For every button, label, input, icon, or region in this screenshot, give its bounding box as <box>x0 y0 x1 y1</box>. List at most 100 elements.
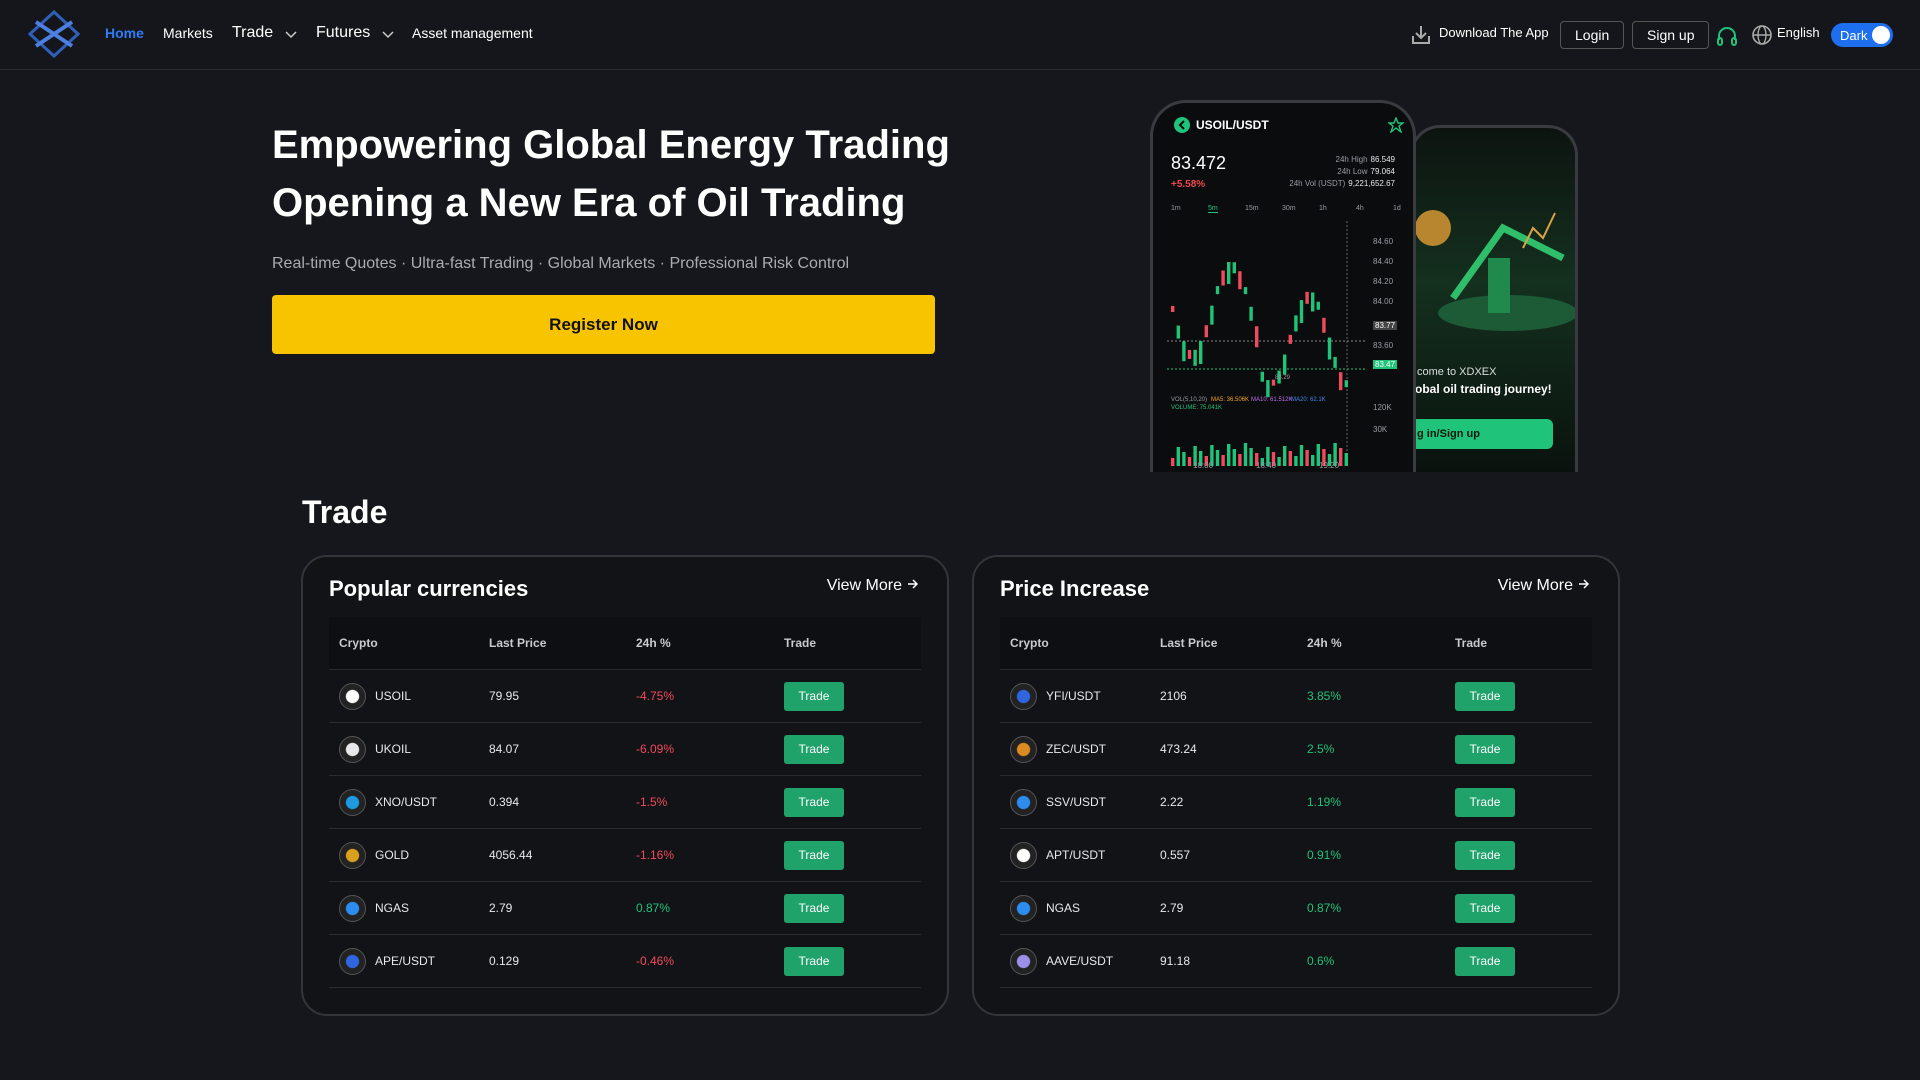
coin-icon <box>339 736 366 763</box>
nav-link[interactable]: Markets <box>163 25 213 41</box>
trade-button[interactable]: Trade <box>1455 894 1515 923</box>
volume-bar <box>1204 456 1208 466</box>
support-icon[interactable] <box>1715 24 1739 48</box>
trade-button[interactable]: Trade <box>784 735 844 764</box>
market-row: NGAS 2.79 0.87% Trade <box>1000 882 1592 935</box>
trade-button[interactable]: Trade <box>784 947 844 976</box>
theme-toggle[interactable]: Dark <box>1831 23 1893 47</box>
volume-legend: MA20: 62.1K <box>1291 397 1326 403</box>
candle <box>1199 341 1203 365</box>
login-button[interactable]: Login <box>1560 21 1625 49</box>
volume-bar <box>1327 454 1332 466</box>
nav-link[interactable]: Asset management <box>412 25 533 41</box>
last-price: 4056.44 <box>489 848 533 862</box>
volume-bar <box>1299 445 1304 466</box>
volume-bar <box>1243 443 1248 466</box>
promo-welcome: come to XDXEX <box>1417 366 1497 378</box>
candle <box>1260 371 1264 382</box>
volume-legend: MA10: 61.512K <box>1251 397 1293 403</box>
last-price: 84.07 <box>489 742 520 756</box>
coin-icon <box>1010 736 1037 763</box>
volume-bar <box>1277 457 1281 466</box>
change-24h: 0.87% <box>1307 901 1342 915</box>
candle <box>1232 262 1236 274</box>
register-button[interactable]: Register Now <box>272 295 935 354</box>
promo-login-button[interactable]: g in/Sign up <box>1413 419 1553 449</box>
logo[interactable] <box>28 10 80 58</box>
market-row: ZEC/USDT 473.24 2.5% Trade <box>1000 723 1592 776</box>
interval[interactable]: 4h <box>1356 205 1364 212</box>
trade-button[interactable]: Trade <box>1455 841 1515 870</box>
view-more[interactable]: View More <box>1498 577 1590 595</box>
interval[interactable]: 1d <box>1393 205 1401 212</box>
candle <box>1176 325 1180 339</box>
toggle-knob <box>1872 26 1890 44</box>
download-icon <box>1412 26 1430 44</box>
volume-bar <box>1210 445 1214 466</box>
nav-link[interactable]: Trade <box>232 24 274 41</box>
candle <box>1227 262 1231 285</box>
candle <box>1339 372 1343 391</box>
download-app[interactable]: Download The App <box>1439 25 1549 40</box>
coin-icon <box>339 842 366 869</box>
trade-button[interactable]: Trade <box>784 788 844 817</box>
change-24h: 0.91% <box>1307 848 1342 862</box>
price-axis-label: 84.00 <box>1373 297 1394 306</box>
coin-icon <box>1010 895 1037 922</box>
language[interactable]: English <box>1777 25 1820 40</box>
volume-bar <box>1199 451 1203 466</box>
trade-button[interactable]: Trade <box>784 841 844 870</box>
market-card: Price Increase View More Crypto Last Price 2… <box>972 555 1620 1016</box>
candle <box>1221 270 1225 286</box>
trade-button[interactable]: Trade <box>784 682 844 711</box>
trade-button[interactable]: Trade <box>1455 735 1515 764</box>
interval[interactable]: 30m <box>1282 205 1296 212</box>
last-price: 0.557 <box>1160 848 1191 862</box>
candle <box>1182 341 1186 362</box>
market-card: Popular currencies View More Crypto Last Pr… <box>301 555 949 1016</box>
interval[interactable]: 5m <box>1208 205 1218 213</box>
candle <box>1255 326 1259 348</box>
volume-bar <box>1288 451 1292 466</box>
stat-label: 24h Vol (USDT) <box>1289 179 1346 188</box>
trade-button[interactable]: Trade <box>1455 682 1515 711</box>
trade-button[interactable]: Trade <box>1455 947 1515 976</box>
signup-button[interactable]: Sign up <box>1632 21 1710 49</box>
trade-button[interactable]: Trade <box>1455 788 1515 817</box>
coin-name: NGAS <box>375 901 410 915</box>
nav-link[interactable]: Home <box>105 25 144 41</box>
volume-bar <box>1187 457 1192 466</box>
interval[interactable]: 1m <box>1171 205 1181 212</box>
change-24h: 1.19% <box>1307 795 1342 809</box>
hero-title: Opening a New Era of Oil Trading <box>272 181 906 225</box>
interval[interactable]: 15m <box>1245 205 1259 212</box>
market-row: USOIL 79.95 -4.75% Trade <box>329 670 921 723</box>
column-header: Last Price <box>489 636 547 650</box>
price-axis-label: 83.47 <box>1373 360 1398 369</box>
volume-bar <box>1255 453 1259 466</box>
arrow-icon <box>908 579 919 589</box>
dropdown-caret <box>382 31 394 39</box>
change-24h: 0.87% <box>636 901 671 915</box>
market-row: AAVE/USDT 91.18 0.6% Trade <box>1000 935 1592 988</box>
theme-label: Dark <box>1840 28 1868 43</box>
interval[interactable]: 1h <box>1319 205 1327 212</box>
market-row: UKOIL 84.07 -6.09% Trade <box>329 723 921 776</box>
volume-bar <box>1322 449 1326 466</box>
time-axis-label: 19:20 <box>1319 461 1340 470</box>
column-header: 24h % <box>636 636 671 650</box>
view-more[interactable]: View More <box>827 577 919 595</box>
volume-axis-label: 30K <box>1373 425 1388 434</box>
trade-button[interactable]: Trade <box>784 894 844 923</box>
coin-name: APE/USDT <box>375 954 436 968</box>
nav-link[interactable]: Futures <box>316 24 371 41</box>
price-axis-label: 84.20 <box>1373 277 1394 286</box>
last-price: 0.129 <box>489 954 520 968</box>
coin-icon <box>339 895 366 922</box>
hero-subtitle: Real-time Quotes · Ultra-fast Trading · … <box>272 255 850 272</box>
candle <box>1210 305 1214 325</box>
coin-name: YFI/USDT <box>1046 689 1101 703</box>
market-row: GOLD 4056.44 -1.16% Trade <box>329 829 921 882</box>
column-header: Trade <box>1455 636 1488 650</box>
trading-phone: USOIL/USDT 83.472 +5.58% 24h High 86.549 2… <box>1150 100 1416 472</box>
